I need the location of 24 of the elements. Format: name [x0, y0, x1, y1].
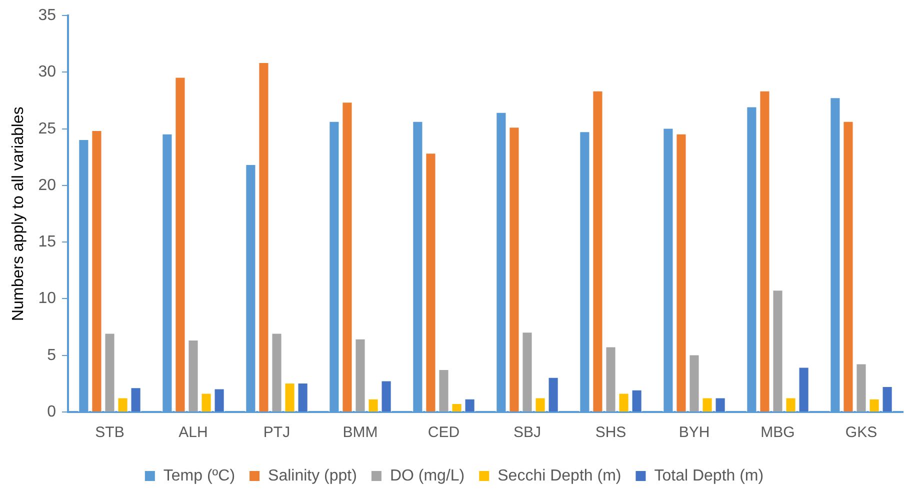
legend-label: Temp (ºC) [163, 467, 236, 484]
y-tick-label: 10 [38, 290, 56, 308]
x-tick-label: CED [428, 424, 460, 442]
x-tick-label: BMM [342, 424, 378, 442]
x-tick-label: STB [95, 424, 124, 442]
legend-label: Secchi Depth (m) [498, 467, 622, 484]
x-tick-label: ALH [178, 424, 208, 442]
y-tick-label: 35 [38, 7, 56, 24]
y-tick-label: 15 [38, 234, 56, 251]
x-tick-label: BYH [678, 424, 710, 442]
y-axis-title: Numbers apply to all variables [10, 106, 28, 321]
x-tick-label: GKS [845, 424, 878, 442]
legend-label: Total Depth (m) [654, 467, 764, 484]
x-tick-label: SBJ [513, 424, 542, 442]
y-tick-label: 25 [38, 120, 56, 138]
y-tick-label: 5 [47, 346, 56, 364]
legend-label: DO (mg/L) [390, 467, 465, 484]
x-tick-label: PTJ [263, 424, 290, 442]
x-tick-label: MBG [760, 424, 795, 442]
legend-label: Salinity (ppt) [268, 467, 357, 484]
x-tick-label: SHS [595, 424, 626, 442]
y-tick-label: 0 [47, 403, 56, 420]
y-tick-label: 30 [38, 64, 56, 81]
y-tick-label: 20 [38, 176, 56, 194]
